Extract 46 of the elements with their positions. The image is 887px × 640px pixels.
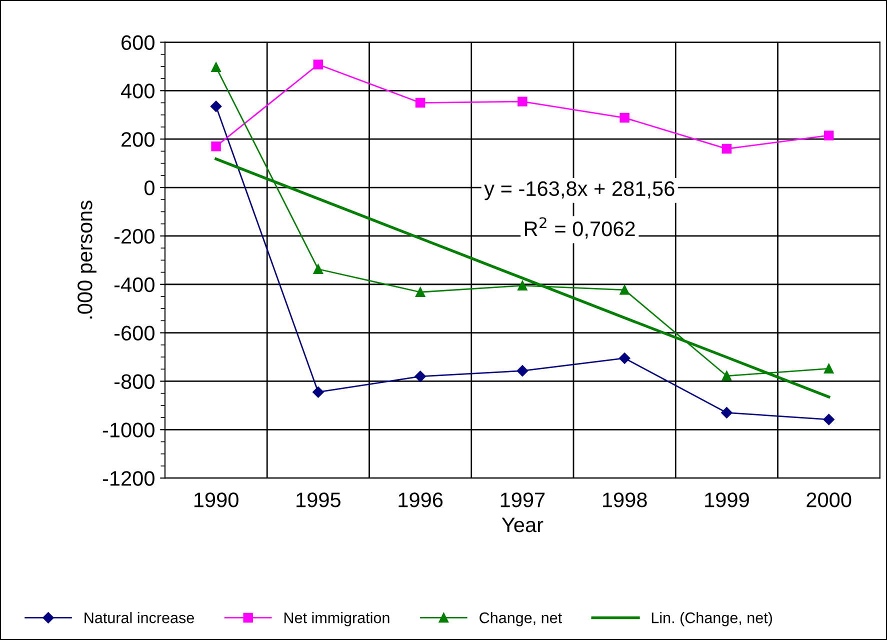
y-tick-label: 200 [122,132,154,147]
legend-label: Natural increase [84,612,194,624]
x-axis-title: Year [502,518,544,532]
y-tick-label: -600 [114,326,154,341]
annotation: y = -163,8x + 281,56 [484,181,674,200]
point [313,264,324,274]
x-tick-label: 1999 [705,492,749,508]
point [518,280,528,290]
x-tick-label: 1995 [296,492,340,508]
point [518,96,528,106]
point [312,386,324,398]
x-tick-label: 1990 [194,492,238,508]
x-tick-label: 1997 [500,492,545,508]
x-tick-label: 1996 [398,492,443,508]
legend-label: Lin. (Change, net) [652,612,772,626]
y-tick-label: -200 [114,228,154,244]
point [211,141,221,152]
point [823,414,834,426]
y-axis-title: .000 persons [78,200,96,318]
y-tick-label: 600 [122,35,154,50]
x-tick-label: 1998 [602,492,647,508]
point [824,364,834,374]
point [620,285,630,295]
point [618,352,630,364]
point [620,112,630,123]
x-tick-label: 2000 [806,492,852,508]
point [722,144,732,154]
point [415,98,426,108]
legend-label: Change, net [480,612,562,626]
y-tick-label: 0 [144,180,154,196]
point [414,370,426,382]
y-tick-label: -400 [114,277,154,292]
point [211,62,221,72]
legend-label: Net immigration [284,612,390,626]
point [721,407,732,418]
point [516,365,528,376]
point [415,287,426,297]
y-tick-label: 400 [120,84,154,98]
point [210,100,222,112]
y-tick-label: -1000 [102,422,154,438]
point [824,130,834,140]
point [722,371,732,381]
point [313,60,324,70]
y-tick-label: -1200 [102,471,154,486]
annotation: R$^{2}$ = 0,7062 [524,217,635,239]
y-tick-label: -800 [114,374,154,389]
